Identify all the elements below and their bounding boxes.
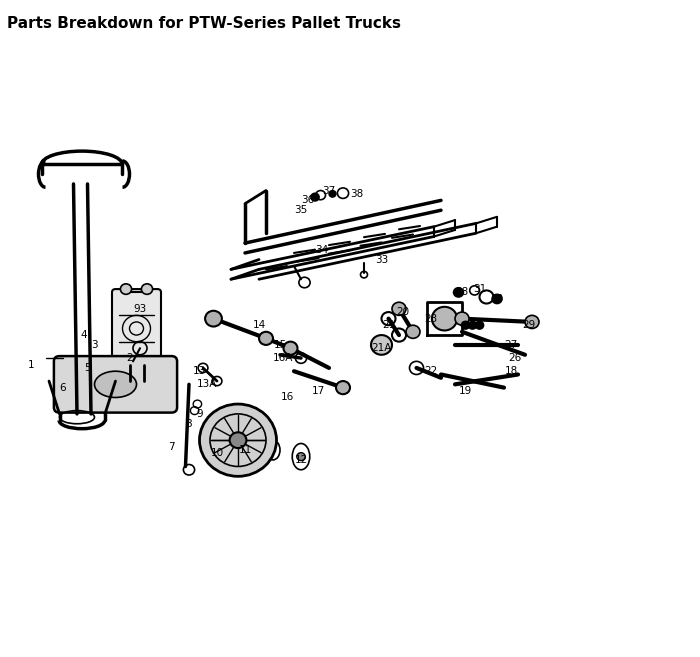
Circle shape — [336, 381, 350, 394]
FancyBboxPatch shape — [112, 289, 161, 368]
Text: 26: 26 — [508, 353, 521, 363]
Text: 33: 33 — [375, 254, 388, 265]
Text: 1: 1 — [28, 359, 35, 370]
Text: 35: 35 — [295, 205, 307, 215]
Text: 9: 9 — [196, 409, 203, 419]
Text: 12: 12 — [295, 455, 307, 465]
Text: 18: 18 — [505, 366, 517, 376]
Circle shape — [141, 284, 153, 294]
Circle shape — [492, 294, 502, 304]
Text: 22: 22 — [424, 366, 437, 376]
Text: 3: 3 — [91, 340, 98, 350]
Text: 93: 93 — [134, 304, 146, 314]
Text: 4: 4 — [80, 330, 88, 340]
Text: 13: 13 — [193, 366, 206, 376]
Text: 11: 11 — [239, 445, 251, 455]
Text: 23: 23 — [424, 313, 437, 324]
Text: 10: 10 — [211, 448, 223, 459]
Text: 16A: 16A — [273, 353, 294, 363]
Text: 34: 34 — [316, 244, 328, 255]
Text: 30: 30 — [491, 294, 503, 304]
Text: 8: 8 — [186, 419, 192, 429]
Circle shape — [230, 432, 246, 448]
Circle shape — [455, 312, 469, 325]
Text: 19: 19 — [459, 386, 472, 396]
Circle shape — [432, 307, 457, 330]
Text: 37: 37 — [323, 185, 335, 196]
Circle shape — [329, 191, 336, 197]
Text: 38: 38 — [351, 189, 363, 199]
Text: 21A: 21A — [371, 343, 392, 353]
Text: 5: 5 — [84, 363, 91, 373]
Text: 14: 14 — [253, 320, 265, 330]
Text: 7: 7 — [168, 442, 175, 452]
Circle shape — [120, 284, 132, 294]
Text: 20: 20 — [396, 307, 409, 317]
FancyBboxPatch shape — [54, 356, 177, 413]
Circle shape — [392, 302, 406, 315]
Circle shape — [199, 404, 276, 476]
Circle shape — [406, 325, 420, 338]
Circle shape — [461, 321, 470, 329]
Circle shape — [468, 321, 477, 329]
Circle shape — [284, 342, 298, 355]
Text: 2: 2 — [126, 353, 133, 363]
Text: 6: 6 — [60, 382, 66, 393]
Circle shape — [371, 335, 392, 355]
Text: 29: 29 — [522, 320, 535, 330]
Circle shape — [475, 321, 484, 329]
Text: 21: 21 — [382, 320, 395, 330]
Text: 36: 36 — [302, 195, 314, 206]
Text: 27: 27 — [505, 340, 517, 350]
Text: 28: 28 — [456, 287, 468, 298]
Circle shape — [205, 311, 222, 327]
Text: 17: 17 — [312, 386, 325, 396]
Ellipse shape — [94, 371, 136, 397]
Circle shape — [454, 288, 463, 297]
Text: Parts Breakdown for PTW-Series Pallet Trucks: Parts Breakdown for PTW-Series Pallet Tr… — [7, 16, 401, 32]
Circle shape — [525, 315, 539, 328]
Circle shape — [297, 453, 305, 461]
Circle shape — [311, 193, 319, 201]
Text: 13A: 13A — [196, 379, 217, 390]
Text: 15: 15 — [274, 340, 286, 350]
Text: 16: 16 — [281, 392, 293, 403]
Text: 31: 31 — [473, 284, 486, 294]
Circle shape — [259, 332, 273, 345]
